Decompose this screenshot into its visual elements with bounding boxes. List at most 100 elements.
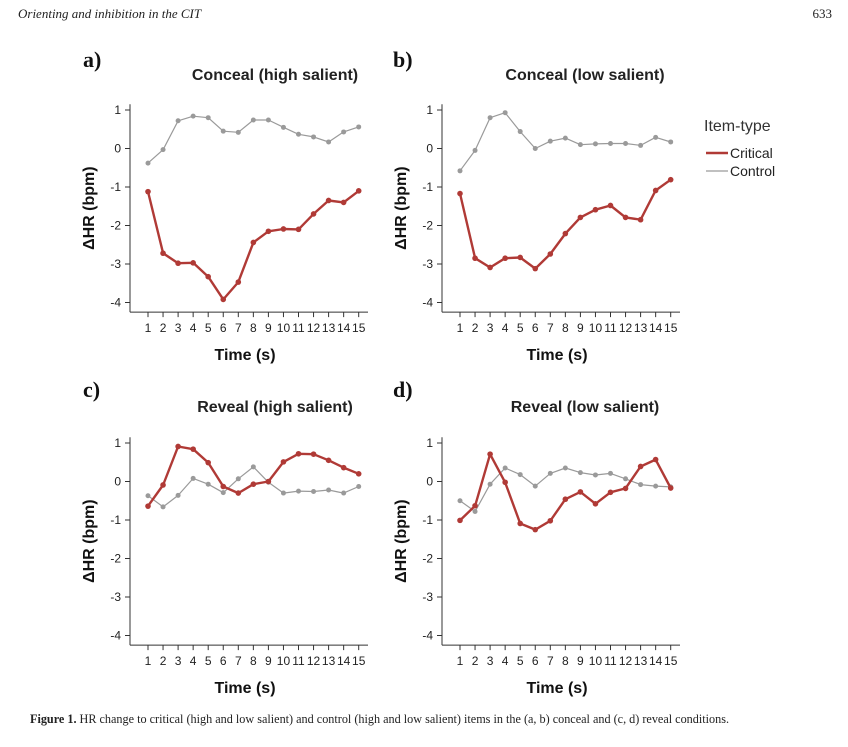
data-point-control [356, 124, 362, 130]
y-tick-label: -2 [110, 552, 121, 566]
data-point-control [532, 483, 538, 489]
data-point-critical [517, 254, 523, 261]
legend-label-critical: Critical [730, 145, 773, 161]
x-tick-label: 2 [160, 654, 167, 668]
data-point-critical [607, 489, 614, 496]
x-tick-label: 8 [250, 654, 257, 668]
data-point-critical [355, 471, 362, 477]
data-point-critical [532, 526, 539, 533]
y-tick-label: 1 [114, 103, 121, 117]
data-point-control [235, 129, 241, 135]
x-tick-label: 1 [457, 321, 464, 335]
x-tick-label: 6 [532, 654, 539, 668]
data-point-critical [250, 481, 257, 487]
data-point-control [160, 147, 166, 153]
data-point-control [562, 135, 568, 141]
data-point-critical [190, 260, 196, 266]
x-tick-label: 11 [292, 321, 305, 335]
x-tick-label: 9 [265, 654, 272, 668]
data-point-critical [310, 211, 317, 217]
data-point-critical [265, 478, 272, 485]
data-point-critical [145, 503, 151, 509]
x-axis-title: Time (s) [214, 680, 275, 697]
data-point-critical [220, 296, 227, 303]
y-axis-title: ΔHR (bpm) [393, 166, 410, 249]
x-tick-label: 7 [235, 654, 242, 668]
data-point-control [547, 138, 553, 144]
data-point-control [517, 472, 523, 478]
x-tick-label: 5 [205, 654, 212, 668]
x-tick-label: 10 [589, 654, 603, 668]
panel-title: Conceal (high salient) [192, 67, 358, 84]
x-tick-label: 2 [472, 321, 479, 335]
data-point-critical [220, 483, 227, 490]
x-tick-label: 12 [619, 321, 633, 335]
data-point-control [457, 168, 463, 174]
data-point-critical [592, 206, 599, 213]
data-point-control [608, 470, 613, 476]
data-point-control [356, 484, 362, 490]
y-tick-label: -1 [110, 513, 121, 527]
data-point-control [220, 490, 226, 496]
x-tick-label: 2 [472, 654, 479, 668]
x-tick-label: 15 [664, 654, 678, 668]
data-point-critical [637, 216, 644, 223]
x-tick-label: 6 [220, 654, 227, 668]
series-line-critical [458, 178, 672, 270]
data-point-critical [457, 190, 463, 197]
data-point-control [220, 128, 226, 134]
x-tick-label: 8 [562, 654, 569, 668]
data-point-critical [250, 239, 257, 246]
x-tick-label: 14 [649, 654, 663, 668]
x-tick-label: 10 [277, 321, 291, 335]
data-point-critical [235, 279, 242, 285]
panel-letter: d) [393, 377, 413, 402]
y-tick-label: -4 [110, 296, 121, 310]
x-tick-label: 10 [589, 321, 603, 335]
x-tick-label: 8 [562, 321, 569, 335]
data-point-critical [190, 446, 196, 452]
data-point-critical [532, 265, 539, 272]
x-tick-label: 8 [250, 321, 257, 335]
x-tick-label: 3 [487, 321, 494, 335]
data-point-control [592, 472, 598, 478]
data-point-control [623, 476, 629, 482]
series-line-control [459, 467, 671, 513]
data-point-control [326, 139, 332, 145]
data-point-critical [637, 463, 644, 470]
data-point-control [638, 142, 644, 148]
x-tick-label: 5 [517, 321, 524, 335]
x-tick-label: 6 [220, 321, 227, 335]
data-point-critical [457, 517, 463, 524]
data-point-critical [235, 490, 242, 496]
x-tick-label: 14 [337, 321, 351, 335]
caption-label: Figure 1. [30, 712, 77, 726]
data-point-control [608, 140, 613, 146]
data-point-critical [652, 456, 659, 463]
x-tick-label: 4 [190, 321, 197, 335]
data-point-critical [577, 489, 584, 495]
y-tick-label: -2 [110, 219, 121, 233]
legend-title: Item-type [704, 118, 771, 135]
legend-label-control: Control [730, 163, 775, 179]
x-tick-label: 2 [160, 321, 167, 335]
running-head: Orienting and inhibition in the CIT [18, 6, 202, 21]
data-point-critical [547, 517, 554, 524]
x-tick-label: 15 [352, 654, 366, 668]
data-point-control [502, 465, 508, 471]
x-tick-label: 11 [292, 654, 305, 668]
data-point-control [653, 483, 659, 489]
x-tick-label: 1 [457, 654, 464, 668]
x-tick-label: 7 [547, 654, 554, 668]
data-point-control [623, 140, 629, 146]
y-tick-label: -1 [422, 180, 433, 194]
data-point-critical [205, 459, 211, 466]
y-tick-label: 1 [426, 436, 433, 450]
data-point-control [205, 115, 211, 121]
y-tick-label: -4 [422, 629, 433, 643]
data-point-critical [280, 226, 287, 232]
data-point-critical [340, 199, 347, 206]
data-point-control [175, 118, 181, 124]
x-tick-label: 14 [337, 654, 351, 668]
